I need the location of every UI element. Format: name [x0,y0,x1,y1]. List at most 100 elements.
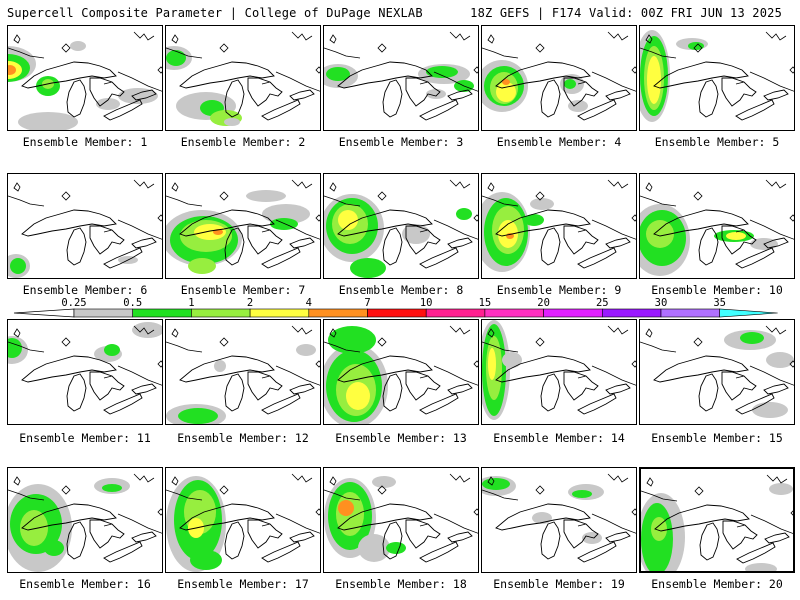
coastline [171,34,179,44]
lake-outline [495,209,591,237]
colorbar-tick-label: 4 [306,297,312,309]
coastline [449,325,471,335]
scp-contour-fill [532,512,552,524]
member-label: Ensemble Member: 6 [22,283,148,297]
coastline [171,476,179,486]
coastline [449,31,471,41]
coastline [275,71,320,92]
lake-outline [89,371,125,401]
scp-contour-fill [270,218,298,230]
lake-outline [179,355,275,383]
lake-outline [382,227,403,266]
lake-outline [495,355,591,383]
scp-shading [166,344,316,424]
coastline [433,219,478,240]
lake-outline [563,225,599,255]
coastline [324,47,361,59]
coastline [261,375,271,379]
coastline [607,31,629,41]
coastline [275,365,320,386]
lake-outline [382,79,403,118]
scp-shading [324,194,472,278]
scp-contour-fill [524,214,544,226]
colorbar-segment [543,308,603,318]
coastline [171,182,179,192]
coastline [693,43,703,53]
colorbar-segment [601,308,662,318]
coastline [735,375,745,379]
coastline [535,485,545,495]
scp-shading [640,30,708,122]
colorbar-tick-label: 10 [420,297,433,309]
lake-outline [261,99,301,121]
colorbar-segment [249,308,310,318]
lake-outline [337,355,433,383]
scp-contour-fill [224,118,240,126]
coastline [157,360,162,368]
scp-contour-fill [651,517,667,541]
colorbar-segment [132,308,192,318]
map-panel-member-5 [639,25,795,131]
member-map [641,474,793,571]
coastline [166,47,203,59]
coastline [631,508,636,516]
lake-outline [224,521,245,560]
lake-outline [540,373,561,412]
scp-contour-fill [118,88,158,104]
lake-outline [405,519,441,549]
lake-outline [405,371,441,401]
member-label: Ensemble Member: 11 [19,431,151,445]
scp-contour-fill [426,89,446,99]
scp-contour-fill [178,408,218,424]
lake-outline [224,227,245,266]
coastline [166,341,203,353]
coastline [61,191,71,201]
lake-outline [382,521,403,560]
member-label: Ensemble Member: 17 [177,577,309,591]
lake-outline [103,247,143,269]
scp-shading [641,483,793,571]
scp-contour-fill [338,210,358,230]
lake-outline [247,371,283,401]
coastline [749,71,794,92]
member-label: Ensemble Member: 1 [22,135,148,149]
scp-contour-fill [44,540,64,556]
coastline [607,473,629,483]
coastline [157,214,162,222]
lake-outline [419,99,459,121]
lake-outline [540,79,561,118]
coastline [645,34,653,44]
scp-contour-fill [502,352,522,368]
coastline [487,328,495,338]
member-map [482,320,636,420]
lake-outline [289,237,315,249]
coastline [8,341,45,353]
scp-contour-fill [96,98,120,110]
member-label: Ensemble Member: 10 [651,283,783,297]
member-label: Ensemble Member: 14 [493,431,625,445]
coastline [789,214,794,222]
lake-outline [577,99,617,121]
coastline [261,229,271,233]
coastline [103,375,113,379]
coastline [591,365,636,386]
lake-outline [653,61,749,89]
coastline [377,191,387,201]
coastline [487,34,495,44]
coastline [133,179,155,189]
coastline [591,219,636,240]
scp-contour-fill [647,56,661,104]
coastline [166,195,203,207]
color-scale-legend: 0.25 0.5 1 2 4 7 10 15 20 25 30 35 [13,297,778,318]
scp-shading [8,322,162,364]
scp-shading [724,330,794,418]
coastline [8,47,45,59]
lake-outline [605,89,631,101]
scp-contour-fill [564,79,576,89]
scp-shading [324,476,406,562]
coastline [487,182,495,192]
scp-contour-fill [488,348,496,380]
coastline [103,229,113,233]
scp-contour-fill [104,344,120,356]
coastline [482,341,519,353]
